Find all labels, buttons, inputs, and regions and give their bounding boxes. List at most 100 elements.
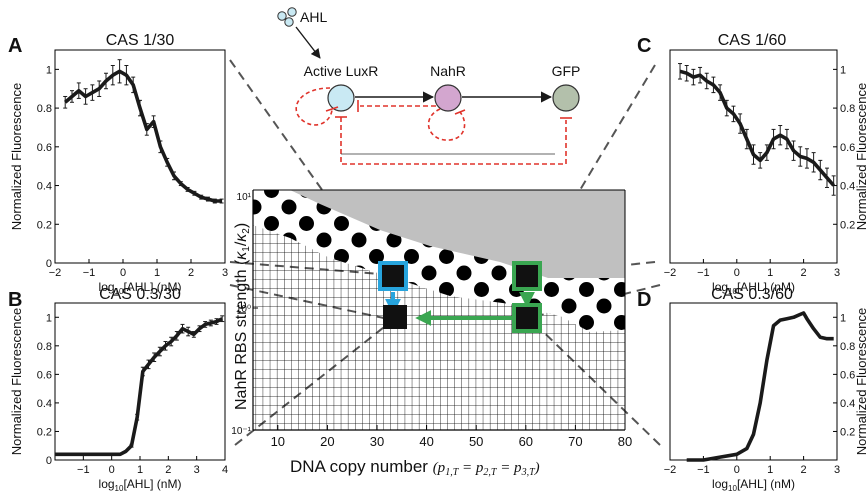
y-tick-label: 0.6 [840,142,855,154]
x-tick-label: 70 [568,434,582,449]
y-tick-label: 0.2 [840,219,855,231]
y-tick-label: 0.4 [37,181,52,193]
y-axis-label: Normalized Fluorescence [854,83,867,230]
x-tick-label: −1 [77,464,90,476]
panel-b-title: CAS 0.3/30 [99,286,181,303]
center-axes [252,189,626,431]
x-tick-label: −1 [697,464,710,476]
y-axis-label: Normalized Fluorescence [854,308,867,455]
x-axis-label: log10[AHL] (nM) [99,280,182,296]
x-tick-label: 1 [767,464,773,476]
marker-black [383,305,407,329]
y-tick-label: 0.6 [37,142,52,154]
circuit-diagram: AHL Active LuxR NahR GFP [277,7,581,165]
center-ylabel: NahR RBS strength (κ1/κ2) [233,223,252,410]
y-tick-label: 0.2 [840,426,855,438]
plot-frame [54,49,226,264]
center-phase-plot: 10 20 30 40 50 60 70 80 10⁻¹ 10⁰ 10¹ DNA copy num… [231,189,632,478]
marker-green-top [512,261,542,291]
x-tick-label: 80 [618,434,632,449]
x-tick-label: 2 [188,267,194,279]
x-tick-label: 50 [469,434,483,449]
panel-letter-a: A [8,35,22,57]
center-y-ticks: 10⁻¹ 10⁰ 10¹ [231,189,258,437]
x-tick-label: 2 [801,267,807,279]
ahl-molecule-icon [277,11,287,21]
y-tick-label: 10⁻¹ [231,426,251,437]
x-tick-label: 40 [419,434,433,449]
panel-a-title: CAS 1/30 [106,32,175,49]
luxr-node [327,84,355,112]
y-tick-label: 0.8 [840,341,855,353]
y-tick-label: 0 [46,455,52,467]
y-tick-label: 0.8 [840,103,855,115]
panel-a-chart: CAS 1/30−2 −1 0 1 2 300.20.40.60.81log10[AHL]… [9,32,228,296]
x-tick-label: −2 [664,464,677,476]
panel-b-chart: CAS 0.3/30−1 0 1 2 3 400.20.40.60.81log10[AHL… [9,286,228,493]
y-tick-label: 10⁰ [236,304,251,315]
x-axis-label: log10[AHL] (nM) [99,477,182,493]
x-tick-label: 10 [271,434,285,449]
x-tick-label: 3 [834,464,840,476]
x-tick-label: −2 [49,267,62,279]
x-tick-label: −2 [664,267,677,279]
panel-letter-d: D [637,289,651,311]
y-tick-label: 1 [840,312,846,324]
series-line [679,69,836,187]
x-tick-label: 3 [222,267,228,279]
grey-region [290,190,625,278]
plot-frame [669,49,838,264]
y-tick-label: 0.6 [840,369,855,381]
x-tick-label: 0 [734,267,740,279]
panel-letter-c: C [637,35,651,57]
nahr-node [434,84,462,112]
x-tick-label: 3 [834,267,840,279]
x-tick-label: −1 [83,267,96,279]
y-tick-label: 1 [840,64,846,76]
marker-green-bottom [512,303,542,333]
x-tick-label: −1 [697,267,710,279]
center-xlabel: DNA copy number (p1,T = p2,T = p3,T) [290,457,540,478]
y-tick-label: 10¹ [237,192,252,203]
series-line [64,69,222,203]
center-x-ticks: 10 20 30 40 50 60 70 80 [271,425,632,449]
x-tick-label: 4 [222,464,228,476]
gfp-label: GFP [552,63,581,79]
x-tick-label: 60 [519,434,533,449]
x-tick-label: 0 [109,464,115,476]
marker-blue [378,261,408,291]
y-tick-label: 0.4 [840,181,855,193]
y-tick-label: 1 [46,312,52,324]
panel-letter-b: B [8,289,22,311]
y-tick-label: 0.8 [37,103,52,115]
y-tick-label: 0.4 [840,398,855,410]
panel-d-chart: CAS 0.3/60−2 −1 0 1 2 30.20.40.60.81log10[AHL… [664,286,867,493]
panel-c-title: CAS 1/60 [718,32,787,49]
gfp-node [552,84,580,112]
y-tick-label: 0.2 [37,219,52,231]
y-axis-label: Normalized Fluorescence [9,83,24,230]
panel-labels: A B C D [8,35,651,311]
ahl-label: AHL [300,9,327,25]
y-tick-label: 0.8 [37,341,52,353]
x-tick-label: 0 [120,267,126,279]
x-tick-label: 1 [137,464,143,476]
ahl-molecule-icon [287,7,297,17]
y-tick-label: 0.2 [37,426,52,438]
x-tick-label: 30 [370,434,384,449]
luxr-label: Active LuxR [304,63,379,79]
ahl-molecule-icon [284,17,294,27]
panel-c-chart: CAS 1/60−2 −1 0 1 2 30.20.40.60.81log10[AHL] … [664,32,867,296]
x-tick-label: 2 [801,464,807,476]
y-tick-label: 0.4 [37,398,52,410]
x-tick-label: 1 [767,267,773,279]
y-tick-label: 0.6 [37,369,52,381]
y-tick-label: 0 [46,258,52,270]
y-axis-label: Normalized Fluorescence [9,308,24,455]
x-axis-label: log10[AHL] (nM) [712,477,795,493]
plot-frame [669,302,838,461]
y-tick-label: 1 [46,64,52,76]
panel-d-title: CAS 0.3/60 [711,286,793,303]
x-tick-label: 0 [734,464,740,476]
